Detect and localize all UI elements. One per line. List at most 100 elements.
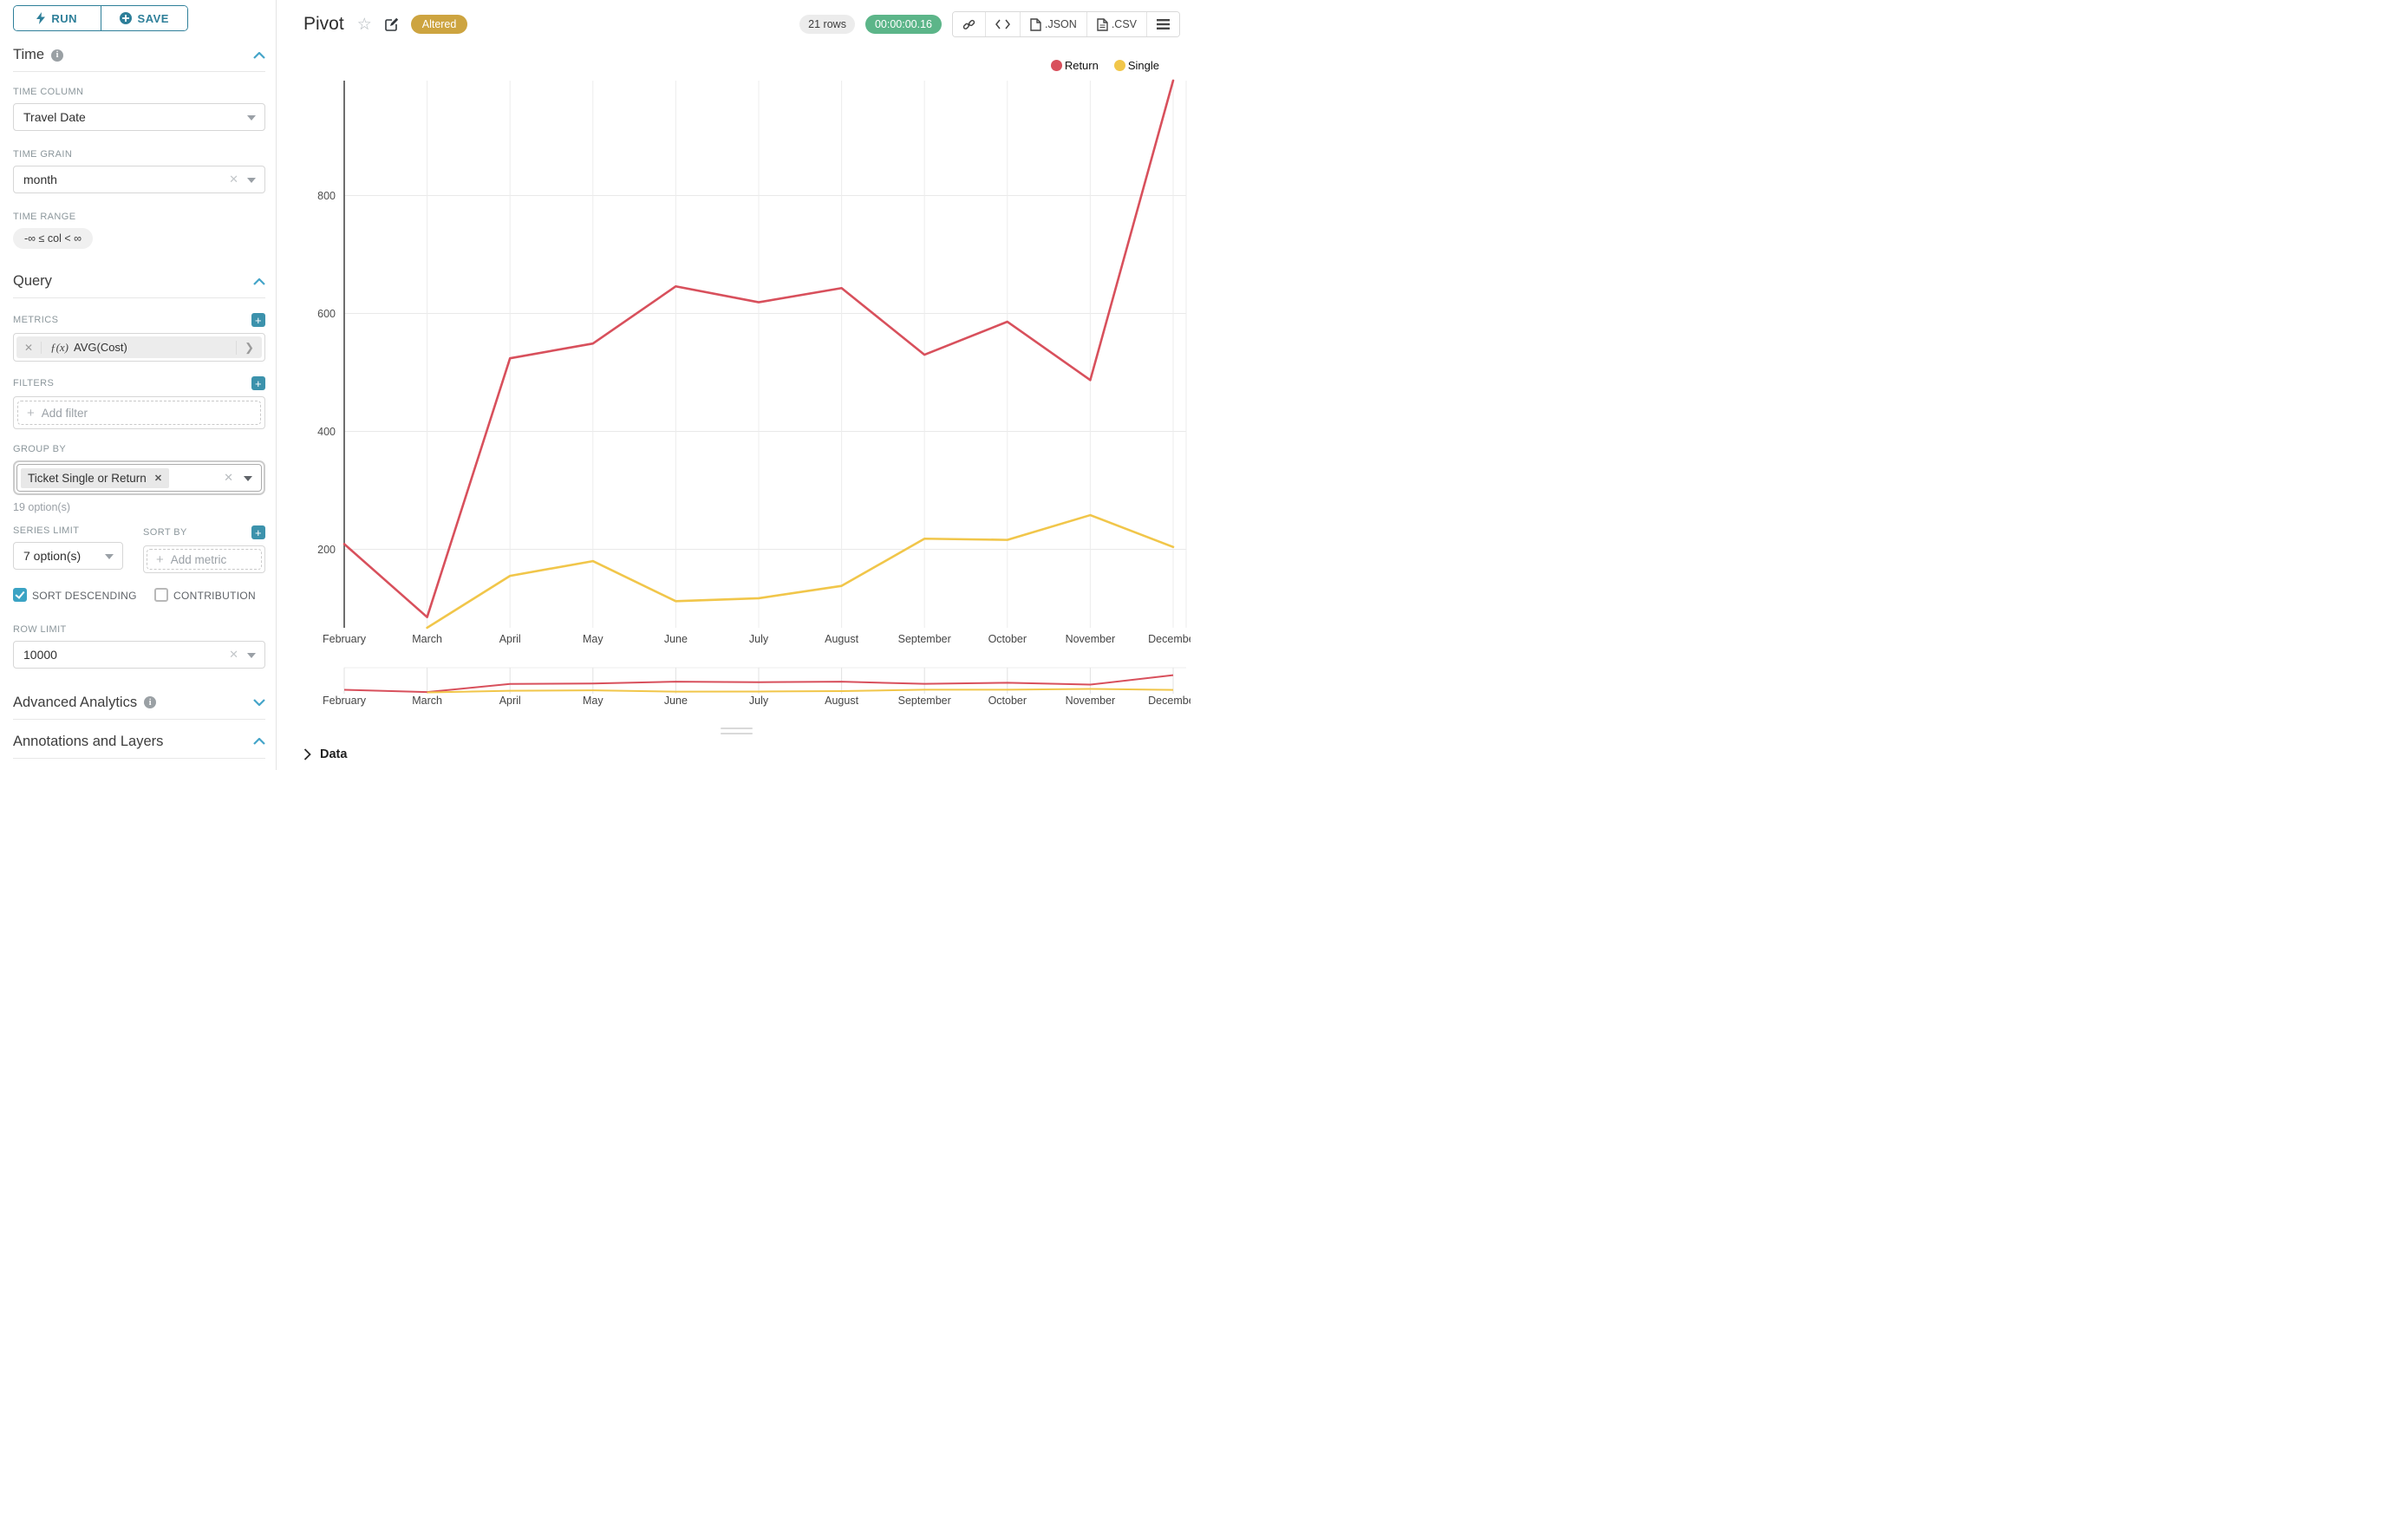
- line-chart[interactable]: 200 400 600 800 February March April May June Jul…: [277, 0, 1190, 720]
- altered-badge[interactable]: Altered: [410, 15, 468, 34]
- add-sort-metric-button[interactable]: + Add metric: [147, 549, 262, 570]
- minimap-x-label: April: [499, 695, 521, 707]
- expand-metric-icon[interactable]: ❯: [236, 340, 262, 355]
- info-icon[interactable]: i: [51, 49, 64, 62]
- clear-icon[interactable]: ✕: [224, 471, 233, 484]
- minimap-x-label: March: [412, 695, 442, 707]
- sort-descending-label: SORT DESCENDING: [32, 590, 137, 602]
- edit-icon[interactable]: [384, 17, 399, 31]
- caret-down-icon: [244, 476, 252, 481]
- minimap-series-return: [343, 674, 1174, 694]
- minimap-series-single: [427, 688, 1174, 694]
- x-axis-label: July: [749, 633, 769, 645]
- chart-header: Pivot ☆ Altered 21 rows 00:00:00.16 .JSO…: [303, 9, 1180, 40]
- groupby-tag[interactable]: Ticket Single or Return ✕: [21, 467, 170, 488]
- time-grain-value: month: [23, 173, 57, 186]
- y-axis-tick-label: 400: [317, 426, 336, 438]
- run-save-button-group: RUN SAVE: [13, 5, 188, 31]
- chevron-down-icon: [253, 699, 265, 707]
- remove-tag-icon[interactable]: ✕: [153, 473, 163, 484]
- lightning-icon: [36, 12, 46, 24]
- minimap-x-label: November: [1066, 695, 1116, 707]
- series-limit-select[interactable]: 7 option(s): [13, 542, 123, 570]
- add-filter-plus-button[interactable]: +: [251, 376, 265, 390]
- metrics-container: ✕ ƒ(x) AVG(Cost) ❯: [13, 333, 265, 362]
- caret-down-icon: [247, 115, 256, 121]
- contribution-checkbox[interactable]: [154, 588, 168, 602]
- x-axis-label: May: [583, 633, 603, 645]
- view-query-button[interactable]: [985, 12, 1020, 36]
- run-button-label: RUN: [51, 11, 78, 25]
- legend-item-return[interactable]: Return: [1050, 59, 1099, 72]
- plus-circle-icon: [119, 12, 132, 24]
- row-count-badge: 21 rows: [799, 15, 855, 34]
- run-button[interactable]: RUN: [14, 6, 101, 30]
- chart-legend: Return Single: [1050, 59, 1159, 72]
- time-range-value[interactable]: -∞ ≤ col < ∞: [13, 228, 94, 249]
- legend-item-single[interactable]: Single: [1113, 59, 1159, 72]
- series-line-single[interactable]: [426, 513, 1175, 630]
- remove-metric-icon[interactable]: ✕: [16, 341, 42, 354]
- star-icon[interactable]: ☆: [356, 15, 372, 34]
- time-range-label: TIME RANGE: [13, 212, 76, 222]
- groupby-options-hint: 19 option(s): [13, 501, 71, 513]
- info-icon[interactable]: i: [144, 696, 157, 709]
- y-axis-tick-label: 200: [317, 544, 336, 556]
- panel-resize-handle[interactable]: [721, 728, 753, 738]
- time-column-select[interactable]: Travel Date: [13, 103, 265, 131]
- minimap-x-label: October: [988, 695, 1027, 707]
- share-link-button[interactable]: [953, 12, 985, 36]
- file-csv-icon: [1097, 17, 1108, 31]
- annotations-title: Annotations and Layers: [13, 733, 164, 749]
- query-section-title: Query: [13, 273, 52, 289]
- x-axis-label: August: [825, 633, 858, 645]
- time-column-label: TIME COLUMN: [13, 87, 84, 97]
- minimap-x-label: August: [825, 695, 858, 707]
- chevron-up-icon: [253, 277, 265, 285]
- chevron-right-icon: [303, 748, 311, 760]
- sort-by-container: + Add metric: [143, 545, 265, 573]
- fx-icon: ƒ(x): [50, 340, 68, 354]
- legend-label: Single: [1127, 59, 1159, 72]
- series-line-return[interactable]: [342, 79, 1175, 619]
- plus-icon: +: [156, 551, 164, 567]
- export-csv-button[interactable]: .CSV: [1086, 12, 1146, 36]
- caret-down-icon: [105, 554, 114, 559]
- chart-title: Pivot: [303, 14, 344, 34]
- link-icon: [962, 19, 975, 29]
- export-json-button[interactable]: .JSON: [1020, 12, 1086, 36]
- add-sort-metric-plus-button[interactable]: +: [251, 525, 265, 539]
- legend-dot: [1050, 60, 1062, 71]
- row-limit-select[interactable]: 10000 ✕: [13, 640, 265, 669]
- sort-descending-checkbox-row: SORT DESCENDING: [13, 588, 143, 604]
- add-metric-plus-button[interactable]: +: [251, 313, 265, 327]
- export-json-label: .JSON: [1045, 18, 1077, 30]
- minimap-x-label: February: [323, 695, 367, 707]
- clear-icon[interactable]: ✕: [229, 173, 238, 186]
- x-axis-label: October: [988, 633, 1027, 645]
- add-metric-label: Add metric: [170, 552, 227, 566]
- data-panel-toggle[interactable]: Data: [303, 747, 347, 761]
- add-filter-button[interactable]: + Add filter: [17, 401, 261, 425]
- clear-icon[interactable]: ✕: [229, 647, 238, 661]
- advanced-analytics-section-header[interactable]: Advanced Analytics i: [13, 669, 265, 711]
- annotations-section-header[interactable]: Annotations and Layers: [13, 720, 265, 750]
- control-panel: RUN SAVE Time i TIME COLUMN Travel Date …: [0, 0, 277, 770]
- minimap-x-label: September: [898, 695, 951, 707]
- time-grain-select[interactable]: month ✕: [13, 166, 265, 193]
- chart-menu-button[interactable]: [1146, 12, 1179, 36]
- minimap-x-label: December: [1148, 695, 1190, 707]
- save-button[interactable]: SAVE: [100, 6, 187, 30]
- sort-descending-checkbox[interactable]: [13, 588, 27, 602]
- x-axis-label: September: [898, 633, 951, 645]
- metric-pill[interactable]: ✕ ƒ(x) AVG(Cost) ❯: [16, 336, 262, 358]
- contribution-checkbox-row: CONTRIBUTION: [154, 588, 256, 604]
- time-section-header[interactable]: Time i: [13, 35, 265, 63]
- legend-dot: [1113, 60, 1125, 71]
- minimap-x-label: May: [583, 695, 603, 707]
- series-limit-label: SERIES LIMIT: [13, 525, 80, 536]
- groupby-select[interactable]: Ticket Single or Return ✕ ✕: [13, 460, 265, 495]
- query-section-header[interactable]: Query: [13, 249, 265, 290]
- file-json-icon: [1030, 17, 1041, 31]
- y-axis-tick-label: 600: [317, 308, 336, 320]
